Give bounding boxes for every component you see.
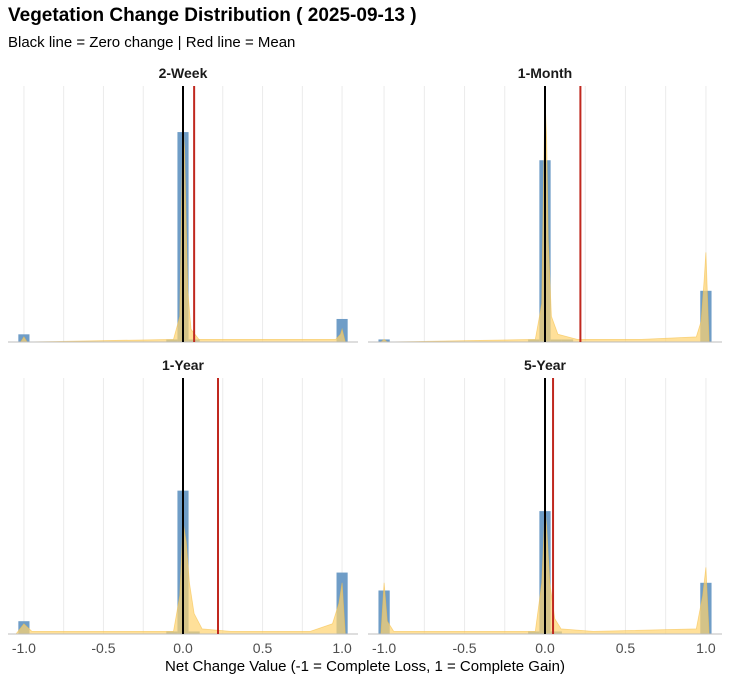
- x-tick-label: -0.5: [452, 640, 476, 656]
- x-axis-label: Net Change Value (-1 = Complete Loss, 1 …: [165, 658, 565, 675]
- chart-subtitle: Black line = Zero change | Red line = Me…: [8, 34, 296, 51]
- x-tick-label: 0.5: [253, 640, 273, 656]
- x-tick-label: 0.0: [173, 640, 193, 656]
- panel-label: 1-Year: [162, 357, 205, 373]
- panel-label: 2-Week: [159, 65, 208, 81]
- x-tick-label: -1.0: [12, 640, 36, 656]
- panel-label: 1-Month: [518, 65, 572, 81]
- panel-label: 5-Year: [524, 357, 567, 373]
- x-tick-label: 1.0: [696, 640, 716, 656]
- x-tick-label: 0.0: [535, 640, 555, 656]
- density-curve: [15, 521, 346, 635]
- x-tick-label: -1.0: [372, 640, 396, 656]
- x-tick-label: 0.5: [616, 640, 636, 656]
- x-tick-label: -0.5: [91, 640, 115, 656]
- chart-title: Vegetation Change Distribution ( 2025-09…: [8, 5, 417, 26]
- x-tick-label: 1.0: [332, 640, 352, 656]
